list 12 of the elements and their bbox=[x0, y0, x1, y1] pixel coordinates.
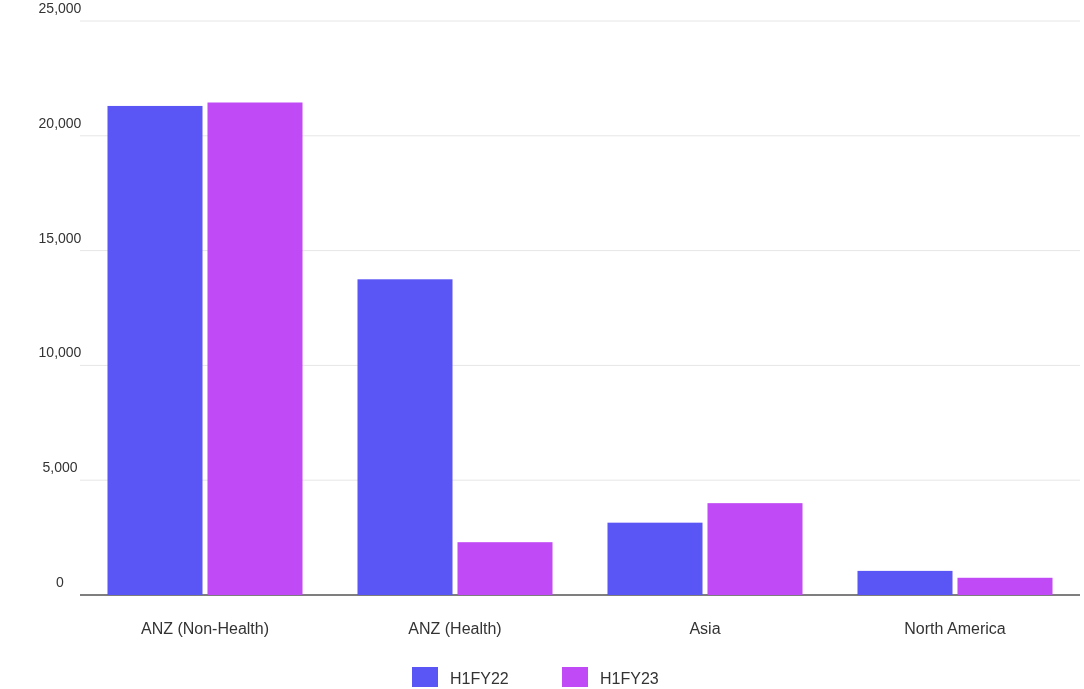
x-tick-label: North America bbox=[904, 620, 1006, 637]
y-tick-label: 15,000 bbox=[38, 229, 82, 246]
x-tick-label: Asia bbox=[689, 620, 721, 637]
y-tick-label: 10,000 bbox=[38, 344, 82, 361]
legend-label: H1FY23 bbox=[600, 670, 659, 687]
y-tick-label: 20,000 bbox=[38, 114, 82, 131]
x-tick-label: ANZ (Non-Health) bbox=[140, 620, 270, 637]
y-tick-label: 25,000 bbox=[38, 0, 82, 16]
y-tick-label: 0 bbox=[56, 574, 65, 590]
x-tick-label: ANZ (Health) bbox=[408, 620, 502, 637]
y-tick-label: 5,000 bbox=[42, 459, 78, 476]
legend-label: H1FY22 bbox=[450, 670, 509, 687]
